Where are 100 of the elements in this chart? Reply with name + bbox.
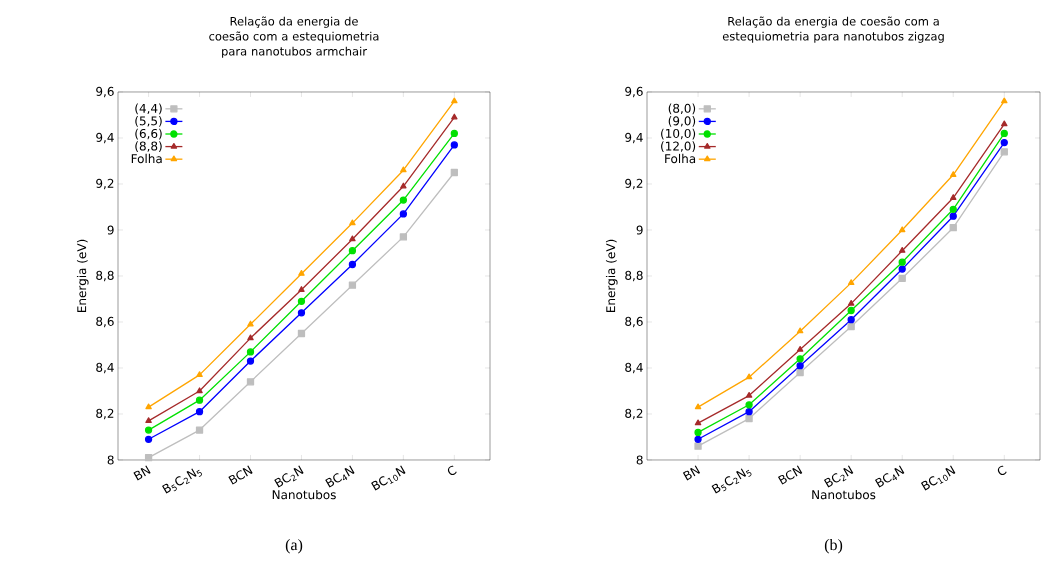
point <box>796 368 804 377</box>
point <box>195 396 204 404</box>
point <box>694 419 702 426</box>
point <box>144 426 153 434</box>
x-tick-label: BC$_{4}$N <box>325 465 355 488</box>
legend-label: (12,0) <box>661 141 696 152</box>
x-tick-label: B$_{5}$C$_{2}$N$_{5}$ <box>162 468 202 494</box>
point <box>195 408 204 416</box>
legend-label: (9,0) <box>668 116 696 127</box>
point <box>694 428 702 437</box>
point <box>246 348 255 356</box>
y-tick-label: 9,2 <box>96 178 114 190</box>
point <box>349 235 356 242</box>
point <box>847 316 855 324</box>
point <box>399 196 408 204</box>
legend-label: Folha <box>131 153 162 164</box>
point <box>796 362 804 370</box>
y-tick-label: 8 <box>636 455 643 465</box>
point <box>847 279 855 286</box>
y-tick-label: 8,6 <box>96 316 114 328</box>
point <box>847 306 855 315</box>
y-tick-label: 8,8 <box>625 270 643 282</box>
y-tick-label: 9 <box>636 225 643 235</box>
point <box>898 258 906 266</box>
point <box>247 334 254 341</box>
y-tick-label: 8,2 <box>96 408 114 420</box>
point <box>246 357 255 365</box>
x-tick-label: BC$_{2}$N <box>823 465 854 488</box>
point <box>450 129 458 138</box>
point <box>144 454 153 462</box>
point <box>949 212 957 220</box>
point <box>450 168 458 177</box>
point <box>298 270 305 276</box>
point <box>950 194 957 200</box>
point <box>399 210 408 218</box>
x-tick-label: BC$_{10}$N <box>371 465 406 491</box>
point <box>145 417 152 424</box>
point <box>298 286 305 292</box>
point <box>196 387 203 394</box>
x-tick-label: BCN <box>777 465 803 485</box>
point <box>1000 138 1008 147</box>
point <box>451 97 458 104</box>
x-tick-label: BC$_{10}$N <box>920 465 956 491</box>
y-tick-label: 8 <box>107 455 114 465</box>
point <box>847 299 855 306</box>
point <box>297 329 306 338</box>
legend-label: (4,4) <box>135 103 162 115</box>
x-tick-label: C <box>447 465 457 476</box>
point <box>348 281 357 289</box>
point <box>898 274 906 282</box>
point <box>796 355 804 363</box>
chart-title: Relação da energia de coesão com a estequiometria para nanotubos armchair <box>209 16 379 58</box>
point <box>694 442 702 450</box>
point <box>949 224 957 232</box>
x-tick-label: B$_{5}$C$_{2}$N$_{5}$ <box>711 468 752 494</box>
point <box>694 435 702 443</box>
point <box>1000 148 1008 156</box>
legend-label: Folha <box>665 153 696 164</box>
text: (a) <box>285 538 303 554</box>
point <box>195 426 204 434</box>
x-tick-label: BC$_{2}$N <box>274 465 304 488</box>
y-tick-label: 9 <box>107 225 114 235</box>
legend-label: (6,6) <box>135 128 162 140</box>
point <box>898 265 906 273</box>
y-tick-label: 9,2 <box>625 178 643 190</box>
point <box>694 403 702 410</box>
point <box>451 113 458 120</box>
point <box>796 345 804 352</box>
point <box>247 320 254 327</box>
x-tick-label: C <box>997 465 1007 476</box>
point <box>950 171 957 177</box>
y-tick-label: 9,6 <box>625 86 643 98</box>
y-tick-label: 9,4 <box>625 132 643 144</box>
legend-label: (8,0) <box>668 103 696 115</box>
y-tick-label: 8,2 <box>625 408 643 420</box>
point <box>796 327 804 334</box>
y-tick-label: 8,8 <box>96 270 114 282</box>
point <box>745 401 753 409</box>
point <box>349 219 356 226</box>
point <box>1001 120 1008 127</box>
point <box>745 414 753 423</box>
point <box>898 226 906 233</box>
text: (b) <box>824 538 843 554</box>
y-axis-title: Energia (eV) <box>605 239 618 312</box>
point <box>297 309 306 317</box>
legend-label: (8,8) <box>135 141 162 152</box>
point <box>246 378 255 386</box>
point <box>144 435 153 443</box>
chart-title: Relação da energia de coesão com a estequiometria para nanotubos zigzag <box>722 16 944 43</box>
point <box>898 247 906 253</box>
y-tick-label: 8,6 <box>625 316 643 328</box>
point <box>949 205 957 213</box>
x-tick-label: BC$_{4}$N <box>874 465 905 488</box>
x-tick-label: BCN <box>228 465 253 485</box>
point <box>145 403 152 410</box>
point <box>450 141 458 149</box>
x-tick-label: BN <box>133 465 151 481</box>
point <box>400 166 407 173</box>
x-axis-title: Nanotubos <box>812 489 876 500</box>
x-axis-title: Nanotubos <box>272 489 336 500</box>
